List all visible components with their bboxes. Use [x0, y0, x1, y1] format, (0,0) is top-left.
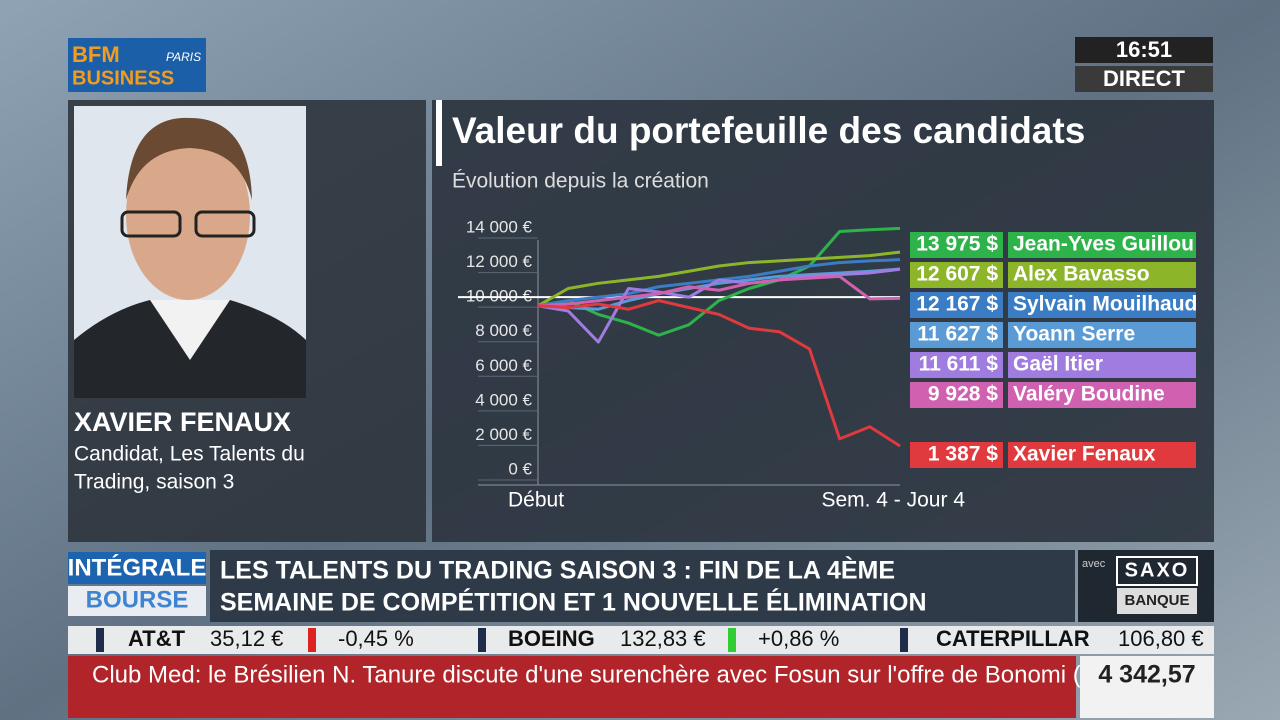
- headline: LES TALENTS DU TRADING SAISON 3 : FIN DE…: [220, 556, 895, 585]
- index-box: [1080, 656, 1214, 718]
- legend-value: 12 167 $: [916, 293, 998, 316]
- legend-name: Valéry Boudine: [1013, 383, 1165, 406]
- ticker-sep: [96, 628, 104, 652]
- series-line: [537, 299, 901, 448]
- ticker-price: 132,83 €: [620, 626, 706, 651]
- legend-name: Jean-Yves Guillou: [1013, 233, 1194, 256]
- legend-value-box: [910, 322, 1003, 348]
- legend-name: Yoann Serre: [1013, 323, 1135, 346]
- ticker-price: 35,12 €: [210, 626, 283, 651]
- photo-hair: [126, 117, 252, 200]
- legend-name: Gaël Itier: [1013, 353, 1103, 376]
- tag-top-box: [68, 552, 206, 584]
- photo-glasses: [120, 210, 182, 238]
- legend-name-box: [1008, 292, 1196, 318]
- x-tick-label: Début: [508, 489, 564, 512]
- legend-name-box: [1008, 262, 1196, 288]
- y-tick-label: 12 000 €: [466, 252, 533, 271]
- guest-name: XAVIER FENAUX: [74, 407, 291, 437]
- legend-value: 11 611 $: [919, 353, 999, 376]
- series-line: [537, 267, 901, 344]
- guest-role: Candidat, Les Talents du: [74, 443, 305, 466]
- legend-name: Xavier Fenaux: [1013, 443, 1156, 466]
- chart-title: Valeur du portefeuille des candidats: [452, 110, 1085, 151]
- plot: 0 € 2 000 € 4 000 € 6 000 € 8 000 € 10 000 € 1…: [458, 217, 1197, 512]
- legend-value-box: [910, 352, 1003, 378]
- ticker-down: [308, 628, 316, 652]
- title-accent: [436, 100, 442, 166]
- legend-name-box: [1008, 442, 1196, 468]
- news: Club Med: le Brésilien N. Tanure discute…: [92, 661, 1125, 688]
- tag-bottom-box: [68, 586, 206, 616]
- legend-name-box: [1008, 232, 1196, 258]
- clock-box: [1075, 37, 1213, 63]
- sponsor-top: SAXO: [1125, 559, 1190, 581]
- ticker-name: AT&T: [128, 626, 186, 651]
- chart-panel: [432, 100, 1214, 542]
- photo-face: [126, 130, 250, 300]
- series-line: [537, 250, 901, 308]
- legend-value-box: [910, 292, 1003, 318]
- y-tick-label: 10 000 €: [466, 287, 533, 306]
- legend-value: 9 928 $: [928, 383, 998, 406]
- guest-role: Trading, saison 3: [74, 471, 234, 494]
- index-value: 4 342,57: [1098, 661, 1195, 689]
- photo-shirt: [150, 300, 230, 360]
- legend-value-box: [910, 382, 1003, 408]
- legend-name: Sylvain Mouilhaud: [1013, 293, 1197, 316]
- logo-box: [68, 38, 206, 92]
- status-box: [1075, 66, 1213, 92]
- ticker-bar: [68, 626, 1214, 654]
- legend-value: 11 627 $: [917, 323, 998, 346]
- ticker-up: [728, 628, 736, 652]
- photo-glasses: [194, 210, 256, 238]
- sponsor-bottom: BANQUE: [1124, 592, 1189, 609]
- legend-value-box: [910, 262, 1003, 288]
- ticker-sep: [478, 628, 486, 652]
- legend-value-box: [910, 442, 1003, 468]
- series-line: [537, 267, 901, 311]
- tag-bottom: BOURSE: [86, 586, 189, 613]
- legend-name-box: [1008, 382, 1196, 408]
- chart-subtitle: Évolution depuis la création: [452, 170, 709, 193]
- y-tick-label: 8 000 €: [475, 321, 532, 340]
- sponsor-frame: [1116, 556, 1198, 586]
- legend-name-box: [1008, 322, 1196, 348]
- ticker-change: -0,45 %: [338, 626, 414, 651]
- logo-bottom: BUSINESS: [72, 67, 174, 89]
- tag-top: INTÉGRALE: [68, 553, 207, 581]
- series-line: [537, 226, 901, 337]
- y-tick-label: 0 €: [508, 459, 532, 478]
- sponsor-bottom-box: [1117, 588, 1197, 614]
- headline-box: [210, 550, 1075, 622]
- y-tick-label: 6 000 €: [475, 356, 532, 375]
- ticker-change: +0,86 %: [758, 626, 839, 651]
- x-tick-label: Sem. 4 - Jour 4: [821, 489, 965, 512]
- ticker-name: BOEING: [508, 626, 595, 651]
- legend-value: 1 387 $: [928, 443, 998, 466]
- ticker-price: 106,80 €: [1118, 626, 1204, 651]
- sponsor-prefix: avec: [1082, 558, 1106, 570]
- y-tick-label: 14 000 €: [466, 217, 533, 236]
- headline: SEMAINE DE COMPÉTITION ET 1 NOUVELLE ÉLI…: [220, 588, 927, 617]
- legend-value: 12 607 $: [916, 263, 998, 286]
- logo-top: BFM: [72, 42, 120, 67]
- ticker-sep: [900, 628, 908, 652]
- ticker-name: CATERPILLAR: [936, 626, 1090, 651]
- clock: 16:51: [1116, 37, 1172, 62]
- legend-value-box: [910, 232, 1003, 258]
- legend-name: Alex Bavasso: [1013, 263, 1150, 286]
- news-bar: [68, 656, 1076, 718]
- legend-name-box: [1008, 352, 1196, 378]
- series-line: [537, 274, 901, 308]
- y-tick-label: 2 000 €: [475, 425, 532, 444]
- status: DIRECT: [1103, 66, 1185, 91]
- y-tick-label: 4 000 €: [475, 390, 532, 409]
- logo-city: PARIS: [166, 50, 201, 64]
- legend-value: 13 975 $: [916, 233, 998, 256]
